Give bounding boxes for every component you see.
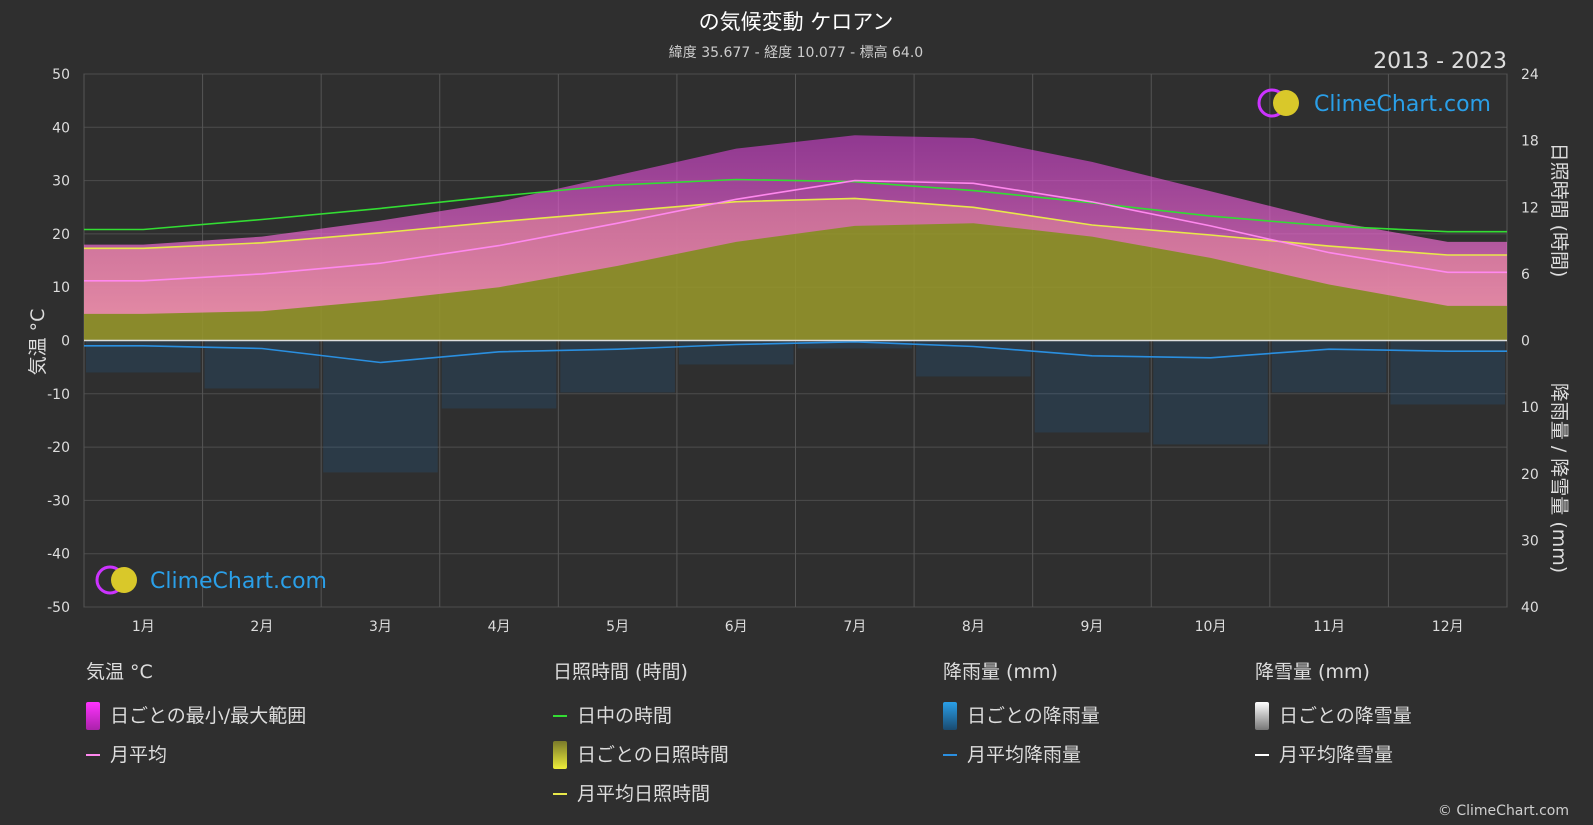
rain-bar-7月 [797,340,913,349]
legend-rain-heading: 降雨量 (mm) [943,661,1058,683]
avg-rain-swatch [943,753,957,756]
legend-daylight: 日中の時間 [553,696,729,735]
avg-temperature-line [84,179,1507,282]
left-tick-label: 0 [61,334,70,350]
right-axis-label-top: 日照時間 (時間) [1548,143,1570,278]
temp-avg-swatch [86,753,100,756]
legend-snow-heading: 降雪量 (mm) [1255,661,1370,683]
rain-bar-10月 [1153,340,1268,445]
month-label: 11月 [1313,619,1345,635]
legend-avg-snow: 月平均降雪量 [1255,735,1412,774]
rain-bar-9月 [1034,340,1150,433]
daylight-swatch [553,714,567,717]
legend-snow: 降雪量 (mm) 日ごとの降雪量 月平均降雪量 [1255,660,1412,774]
daily-rain-swatch [943,701,957,730]
legend-daily-sunshine-label: 日ごとの日照時間 [577,743,729,766]
legend-avg-snow-label: 月平均降雪量 [1279,743,1394,766]
left-tick-label: 40 [52,120,70,136]
copyright: © ClimeChart.com [1437,803,1569,819]
left-tick-label: 10 [52,280,70,296]
month-label: 4月 [488,619,511,635]
month-label: 1月 [132,619,155,635]
temperature-range-area [84,135,1507,314]
left-tick-label: -50 [47,600,70,616]
avg-sunshine-line [84,197,1507,256]
left-axis-label: 気温 °C [27,309,49,376]
logo-bottom[interactable]: ClimeChart.com [95,565,327,595]
legend-temperature: 気温 °C 日ごとの最小/最大範囲 月平均 [86,660,306,774]
daily-sunshine-swatch [553,740,567,769]
legend-temp-avg-label: 月平均 [110,743,168,766]
legend-daily-snow-label: 日ごとの降雪量 [1279,704,1412,727]
chart-axes: 50 40 30 20 10 0 -10 -20 -30 -40 -50 24 18 12 6 0 10 20 30… [47,67,1539,635]
logo-text: ClimeChart.com [150,569,327,594]
legend-sunshine: 日照時間 (時間) 日中の時間 日ごとの日照時間 月平均日照時間 [553,660,729,813]
left-tick-label: 50 [52,67,70,83]
series-lines [84,178,1507,364]
logo-sun-icon [111,567,137,593]
month-label: 3月 [369,619,392,635]
month-label: 8月 [962,619,985,635]
temp-range-swatch [86,701,100,730]
avg-snow-swatch [1255,753,1269,756]
right-top-tick-label: 18 [1521,134,1539,150]
legend-daylight-label: 日中の時間 [577,704,673,727]
left-tick-label: 30 [52,174,70,190]
month-label: 6月 [725,619,748,635]
legend-avg-sunshine: 月平均日照時間 [553,774,729,813]
right-bottom-tick-label: 10 [1521,400,1539,416]
logo-sun-icon [1273,90,1299,116]
legend-temperature-heading: 気温 °C [86,661,153,683]
left-tick-label: -20 [47,440,70,456]
right-top-tick-label: 0 [1521,334,1530,350]
right-axis-label-bottom: 降雨量 / 降雪量 (mm) [1548,383,1570,573]
month-label: 12月 [1432,619,1464,635]
left-tick-label: 20 [52,227,70,243]
avg-rain-line [84,340,1507,364]
month-label: 9月 [1080,619,1103,635]
left-tick-label: -30 [47,493,70,509]
chart-subtitle: 緯度 35.677 - 経度 10.077 - 標高 64.0 [669,44,923,61]
legend-sunshine-heading: 日照時間 (時間) [553,661,688,683]
right-bottom-tick-label: 40 [1521,600,1539,616]
logo-top[interactable]: ClimeChart.com [1257,88,1491,118]
legend-avg-rain: 月平均降雨量 [943,735,1100,774]
legend-rain: 降雨量 (mm) 日ごとの降雨量 月平均降雨量 [943,660,1100,774]
right-top-tick-label: 24 [1521,67,1539,83]
right-top-tick-label: 6 [1521,267,1530,283]
climate-chart: 50 40 30 20 10 0 -10 -20 -30 -40 -50 24 18 12 6 0 10 20 30… [27,10,1570,635]
chart-legend: 気温 °C 日ごとの最小/最大範囲 月平均 日照時間 (時間) 日中の時間 日ご… [0,660,1593,825]
right-bottom-tick-label: 30 [1521,533,1539,549]
rain-bar-11月 [1271,340,1387,393]
legend-avg-sunshine-label: 月平均日照時間 [577,782,711,805]
legend-daily-snow: 日ごとの降雪量 [1255,696,1412,735]
legend-daily-rain: 日ごとの降雨量 [943,696,1100,735]
month-label: 2月 [250,619,273,635]
chart-title: の気候変動 ケロアン [699,10,894,34]
legend-daily-rain-label: 日ごとの降雨量 [967,704,1100,727]
legend-daily-sunshine: 日ごとの日照時間 [553,735,729,774]
daily-snow-swatch [1255,701,1269,730]
legend-temp-avg: 月平均 [86,735,306,774]
rain-bar-3月 [323,340,438,473]
left-tick-label: -10 [47,387,70,403]
left-tick-label: -40 [47,547,70,563]
legend-avg-rain-label: 月平均降雨量 [967,743,1082,766]
period-label: 2013 - 2023 [1373,49,1507,74]
month-label: 7月 [843,619,866,635]
avg-sunshine-swatch [553,792,567,795]
daylight-line [84,178,1507,233]
right-bottom-tick-label: 20 [1521,467,1539,483]
logo-text: ClimeChart.com [1314,92,1491,117]
legend-temp-range: 日ごとの最小/最大範囲 [86,696,306,735]
month-label: 10月 [1195,619,1227,635]
month-label: 5月 [606,619,629,635]
temperature-range-fill [84,135,1507,314]
right-top-tick-label: 12 [1521,200,1539,216]
legend-temp-range-label: 日ごとの最小/最大範囲 [110,704,307,727]
rain-bar-6月 [678,340,794,365]
